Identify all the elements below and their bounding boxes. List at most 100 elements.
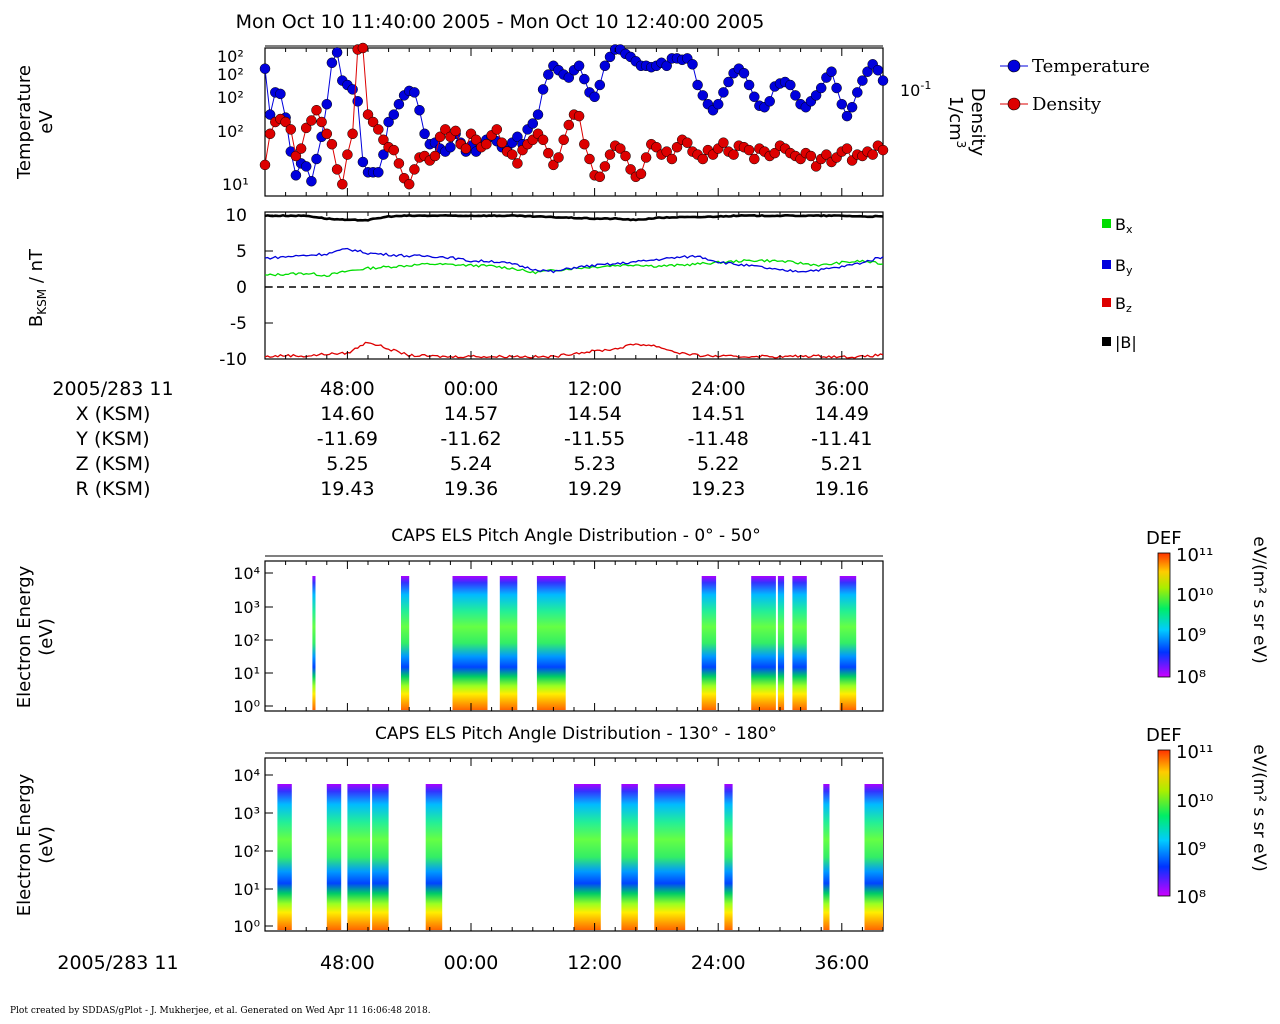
ephemeris-time: 36:00 <box>814 378 869 400</box>
temperature-point <box>697 90 709 101</box>
temperature-point <box>877 75 889 86</box>
ephemeris-time: 00:00 <box>444 378 499 400</box>
temperature-point <box>275 88 286 100</box>
spectrogram-block <box>372 784 389 930</box>
ephemeris-value: 19.43 <box>320 478 374 500</box>
density-point <box>481 138 492 150</box>
ephemeris-row-label: R (KSM) <box>76 478 151 500</box>
energy-tick-label: 10³ <box>233 598 260 617</box>
bottom-axis-ticks: 48:00 00:00 12:00 24:00 36:00 <box>320 952 869 974</box>
spectrogram-block <box>777 576 785 710</box>
figure: Mon Oct 10 11:40:00 2005 - Mon Oct 10 12… <box>14 11 1269 974</box>
density-unit-exp: 3 <box>954 141 968 149</box>
plasma-legend: Temperature Density <box>1000 56 1150 115</box>
temperature-point <box>692 79 703 91</box>
density-point <box>543 147 554 159</box>
ephemeris-value: 19.16 <box>815 478 869 500</box>
density-point <box>434 131 446 143</box>
temperature-point <box>852 87 863 98</box>
ephemeris-value: -11.41 <box>811 428 872 450</box>
temperature-point <box>326 57 338 69</box>
colorbar-lower-units: eV/(m² s sr eV) <box>1249 744 1269 871</box>
ephemeris-table: 2005/283 11 48:00 00:00 12:00 24:00 36:00 X … <box>52 378 872 500</box>
temperature-point <box>712 98 724 110</box>
by-line <box>264 247 884 274</box>
els-130-180-x-ticks <box>285 758 884 931</box>
temperature-point <box>594 79 606 91</box>
density-point <box>295 143 307 154</box>
density-point <box>599 161 611 172</box>
density-point <box>342 149 353 160</box>
density-point <box>867 149 878 160</box>
figure-title: Mon Oct 10 11:40:00 2005 - Mon Oct 10 12… <box>236 11 765 33</box>
legend-marker-density <box>1007 97 1021 111</box>
ephemeris-value: -11.69 <box>317 428 378 450</box>
colorbar-lower-tick: 10¹⁰ <box>1176 791 1213 812</box>
density-tick-exp: -1 <box>920 79 931 92</box>
colorbar-upper-label: DEF <box>1146 528 1182 549</box>
temperature-point <box>661 60 672 72</box>
density-point <box>841 143 853 154</box>
temperature-point <box>862 66 873 77</box>
els-panel-130-180: CAPS ELS Pitch Angle Distribution - 130°… <box>14 724 884 936</box>
temperature-point <box>846 101 858 113</box>
legend-swatch-btot <box>1102 337 1111 346</box>
footer-credit: Plot created by SDDAS/gPlot - J. Mukherj… <box>10 1006 431 1016</box>
spectrogram-block <box>701 576 717 710</box>
spectrogram-block <box>751 576 776 710</box>
density-point <box>697 153 709 165</box>
temperature-point <box>527 118 539 129</box>
ephemeris-value: 14.60 <box>320 403 374 425</box>
btot-line <box>264 213 884 222</box>
density-point <box>512 158 523 169</box>
spectrogram-block <box>621 784 638 930</box>
bottom-tick-label: 00:00 <box>444 952 499 974</box>
density-point <box>403 178 415 190</box>
density-point <box>805 150 817 162</box>
temperature-point <box>306 175 317 187</box>
ephemeris-time: 12:00 <box>567 378 622 400</box>
density-point <box>821 149 832 160</box>
temperature-axis-unit: eV <box>36 110 57 134</box>
density-point <box>743 144 755 156</box>
ephemeris-value: -11.62 <box>440 428 501 450</box>
spectrogram-block <box>499 576 518 710</box>
density-point <box>264 128 276 140</box>
legend-label-by: By <box>1115 256 1133 277</box>
spectrogram-block <box>654 784 686 930</box>
density-point <box>635 168 647 180</box>
density-point <box>285 124 297 135</box>
density-point <box>640 152 652 163</box>
temperature-point <box>347 84 358 95</box>
colorbar-lower: DEF 10¹¹ 10¹⁰ 10⁹ 10⁸ eV/(m² s sr eV) <box>1146 725 1269 908</box>
els-130-180-ylabel: Electron Energy <box>14 773 35 916</box>
colorbar-lower-tick: 10¹¹ <box>1176 742 1213 763</box>
legend-sub-bz: z <box>1126 302 1132 315</box>
temperature-point <box>321 98 333 110</box>
ephemeris-value: 14.57 <box>444 403 498 425</box>
temperature-point <box>810 90 822 101</box>
density-point <box>440 124 451 135</box>
mag-series <box>264 213 884 359</box>
ephemeris-row-label: X (KSM) <box>76 403 151 425</box>
colorbar-lower-tick: 10⁹ <box>1176 839 1206 860</box>
temperature-point <box>723 76 734 88</box>
density-axis-unit: 1/cm3 <box>945 96 968 149</box>
temperature-point <box>738 67 750 79</box>
temperature-point <box>764 96 775 107</box>
spectrogram-block <box>277 784 292 930</box>
density-point <box>321 128 333 140</box>
legend-sub-by: y <box>1126 264 1133 277</box>
plasma-x-ticks <box>285 48 884 196</box>
temperature-point <box>599 60 611 72</box>
mag-legend: Bx By Bz |B| <box>1102 215 1137 352</box>
density-point <box>290 150 302 162</box>
temperature-point <box>512 131 523 143</box>
density-point <box>671 141 683 153</box>
colorbar-upper-bar <box>1157 552 1171 678</box>
temperature-point <box>419 128 430 140</box>
temperature-point <box>815 82 827 94</box>
density-point <box>362 109 374 120</box>
ephemeris-rows: X (KSM) 14.60 14.57 14.54 14.51 14.49 Y (KSM) -… <box>75 403 872 500</box>
els-130-180-y-axis: 10⁰ 10¹ 10² 10³ 10⁴ <box>233 766 273 936</box>
